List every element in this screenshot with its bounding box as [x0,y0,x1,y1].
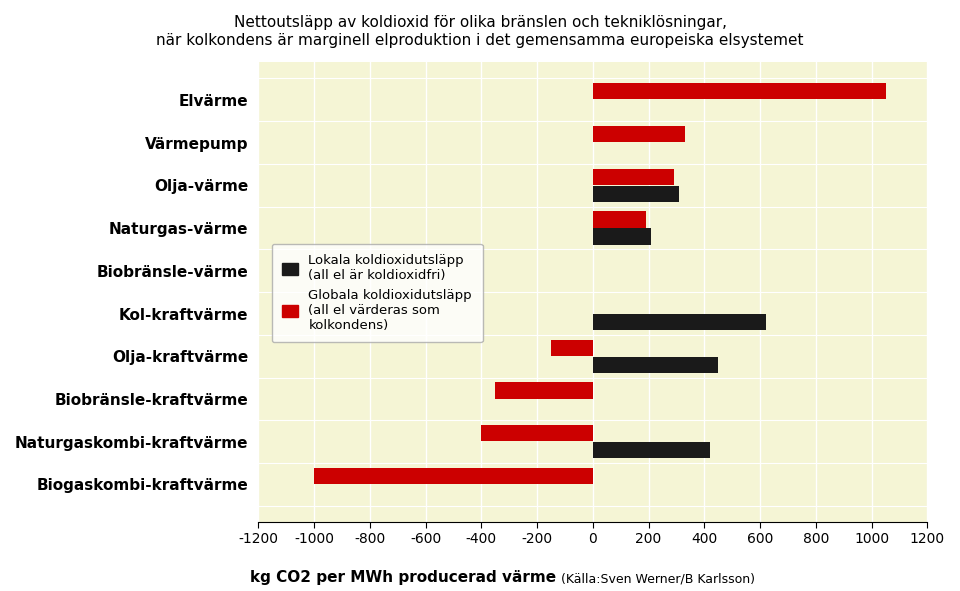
Bar [593,168,674,185]
Bar [593,83,886,99]
Bar [481,425,593,441]
Bar [593,314,766,330]
Bar [593,229,652,245]
Text: Nettoutsläpp av koldioxid för olika bränslen och tekniklösningar,: Nettoutsläpp av koldioxid för olika brän… [233,15,727,30]
Bar [593,212,646,228]
Bar [593,357,718,373]
Text: kg CO2 per MWh producerad värme: kg CO2 per MWh producerad värme [251,570,556,585]
Text: när kolkondens är marginell elproduktion i det gemensamma europeiska elsystemet: när kolkondens är marginell elproduktion… [156,33,804,47]
Bar [593,442,710,459]
Bar [495,382,593,398]
Legend: Lokala koldioxidutsläpp
(all el är koldioxidfri), Globala koldioxidutsläpp
(all : Lokala koldioxidutsläpp (all el är koldi… [272,243,483,342]
Bar [551,340,593,356]
Bar [593,126,684,142]
Bar [593,186,680,202]
Text: (Källa:Sven Werner/B Karlsson): (Källa:Sven Werner/B Karlsson) [561,572,755,585]
Bar [314,468,593,484]
